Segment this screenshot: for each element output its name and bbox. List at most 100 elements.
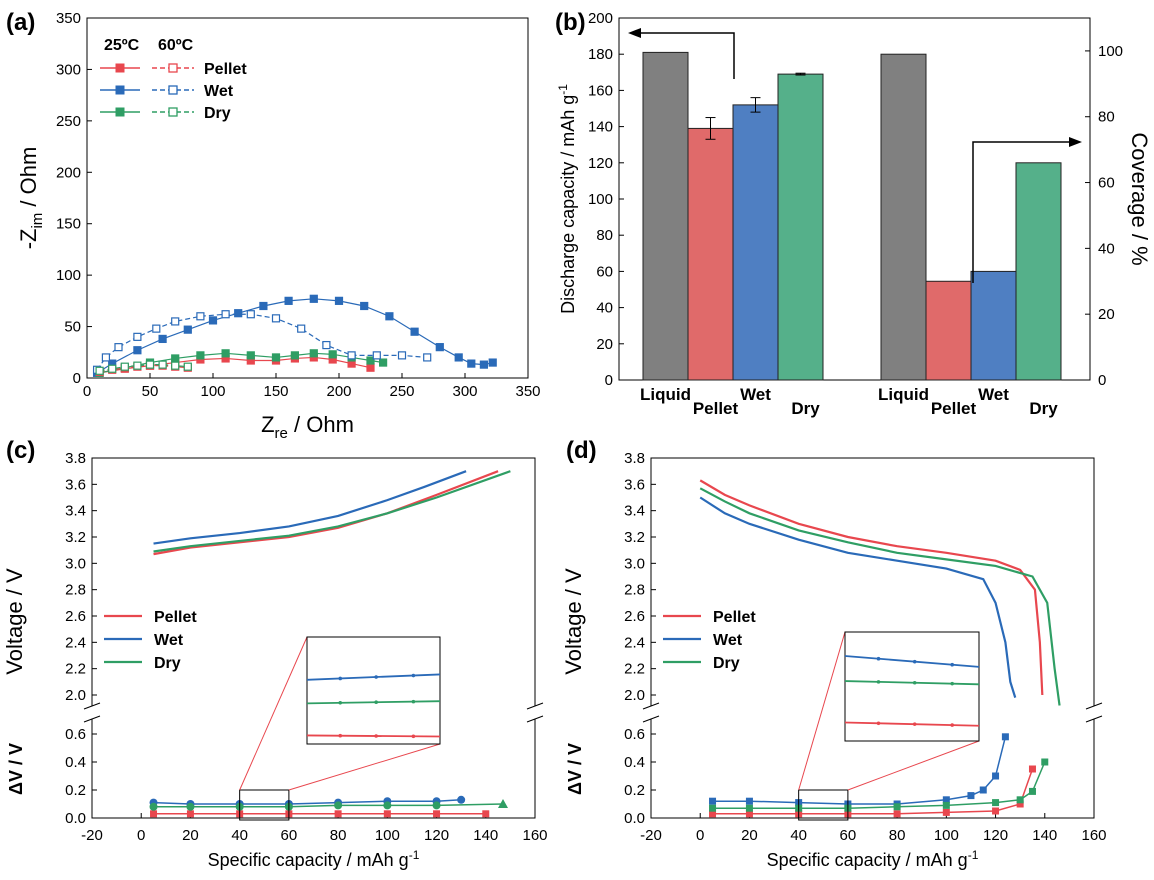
x-tick-label: 100 xyxy=(375,827,400,844)
y-top-tick-label: 2.4 xyxy=(65,634,86,651)
axis-break-mark xyxy=(642,702,660,710)
right-axis-arrow xyxy=(972,141,1072,283)
axis-break-gap xyxy=(84,706,100,719)
bar xyxy=(1015,162,1062,381)
data-point xyxy=(120,362,129,371)
x-axis-title: Specific capacity / mAh g-1 xyxy=(767,848,979,870)
data-point xyxy=(297,324,306,333)
y-top-tick-label: 3.0 xyxy=(624,555,645,572)
axis-break-mark xyxy=(1085,702,1103,710)
y-left-tick-label: 200 xyxy=(588,10,613,27)
y-top-tick-label: 2.0 xyxy=(624,687,645,704)
y-top-tick-label: 3.0 xyxy=(65,555,86,572)
y-top-tick-label: 3.2 xyxy=(65,529,86,546)
y-bottom-tick-label: 0.2 xyxy=(624,782,645,799)
y-axis-title-sub: im xyxy=(29,213,46,229)
data-point xyxy=(259,301,268,311)
y-top-tick-label: 2.8 xyxy=(65,582,86,599)
x-tick-label: 20 xyxy=(741,827,758,844)
y-bottom-tick-label: 0.6 xyxy=(65,726,86,743)
y-top-tick-label: 3.4 xyxy=(65,503,86,520)
inset-point xyxy=(912,722,917,726)
y-left-tick-label: 160 xyxy=(588,82,613,99)
data-point xyxy=(467,359,476,368)
legend-marker xyxy=(115,85,125,95)
y-axis-title: -Zim / Ohm xyxy=(16,147,46,250)
y-tick-label: 0 xyxy=(73,370,81,387)
y-left-axis-title: Discharge capacity / mAh g-1 xyxy=(556,84,578,314)
zoom-connector xyxy=(239,636,308,791)
dv-point xyxy=(1041,758,1049,766)
dv-point xyxy=(979,786,987,794)
bar xyxy=(970,270,1017,381)
inset-point xyxy=(338,701,343,705)
right-arrow-head xyxy=(1069,137,1082,147)
dv-point xyxy=(1016,796,1024,804)
category-label: Liquid xyxy=(640,385,691,404)
data-point xyxy=(397,351,407,360)
dv-point xyxy=(942,808,950,816)
data-point xyxy=(234,309,243,318)
data-point xyxy=(322,340,331,350)
y-right-tick-label: 40 xyxy=(1098,240,1115,257)
data-point xyxy=(410,327,419,336)
dv-point xyxy=(745,797,753,805)
inset-point xyxy=(411,699,416,704)
dv-point xyxy=(1028,787,1036,795)
y-left-tick-label: 180 xyxy=(588,46,613,63)
dv-point xyxy=(1001,733,1009,741)
category-label: Wet xyxy=(978,385,1009,404)
data-point xyxy=(246,351,255,360)
y-top-tick-label: 3.8 xyxy=(624,450,645,467)
y-top-tick-label: 3.8 xyxy=(65,450,86,467)
data-point xyxy=(133,332,142,341)
y-left-tick-label: 140 xyxy=(588,119,613,136)
x-axis-title-sup: -1 xyxy=(409,848,420,862)
plot-frame xyxy=(650,457,1095,819)
y-tick-label: 100 xyxy=(56,267,81,284)
y-top-tick-label: 2.0 xyxy=(65,687,86,704)
dv-point xyxy=(893,810,901,818)
dv-point xyxy=(967,792,975,800)
data-point xyxy=(145,360,155,369)
x-tick-label: 120 xyxy=(424,827,449,844)
inset-trace xyxy=(844,655,980,668)
legend-label: Wet xyxy=(204,83,234,100)
dv-point xyxy=(745,810,753,818)
inset-trace xyxy=(306,734,441,738)
dv-point xyxy=(149,802,158,811)
series-line xyxy=(99,352,384,374)
data-point xyxy=(435,343,444,352)
category-label: Dry xyxy=(791,399,820,418)
panel-label-c: (c) xyxy=(6,437,35,464)
y-left-tick-label: 60 xyxy=(596,263,613,280)
axis-break-mark xyxy=(642,715,660,723)
zoom-connector xyxy=(847,740,980,791)
series-line xyxy=(96,313,428,371)
data-point xyxy=(290,351,299,360)
category-label: Pellet xyxy=(931,399,977,418)
y-left-tick-label: 20 xyxy=(596,336,613,353)
y-right-tick-label: 0 xyxy=(1098,372,1106,389)
dv-point xyxy=(482,810,490,818)
y-top-axis-title: Voltage / V xyxy=(561,568,586,675)
x-tick-label: 50 xyxy=(142,383,159,400)
legend-marker xyxy=(168,63,178,73)
y-tick-label: 350 xyxy=(56,10,81,27)
inset-point xyxy=(411,734,416,739)
x-tick-label: 350 xyxy=(515,383,540,400)
dv-line xyxy=(712,736,1007,805)
y-tick-label: 50 xyxy=(64,319,81,336)
y-bottom-axis-title: ΔV / V xyxy=(565,743,585,795)
inset-point xyxy=(411,673,416,678)
y-top-tick-label: 2.6 xyxy=(624,608,645,625)
y-tick-label: 200 xyxy=(56,164,81,181)
panel-label-b: (b) xyxy=(555,9,586,36)
x-tick-label: 60 xyxy=(281,827,298,844)
data-point xyxy=(171,354,180,363)
dv-point xyxy=(433,810,441,818)
inset-point xyxy=(912,680,917,685)
y-top-tick-label: 3.6 xyxy=(624,476,645,493)
legend-marker xyxy=(115,107,125,117)
bar xyxy=(687,127,734,381)
